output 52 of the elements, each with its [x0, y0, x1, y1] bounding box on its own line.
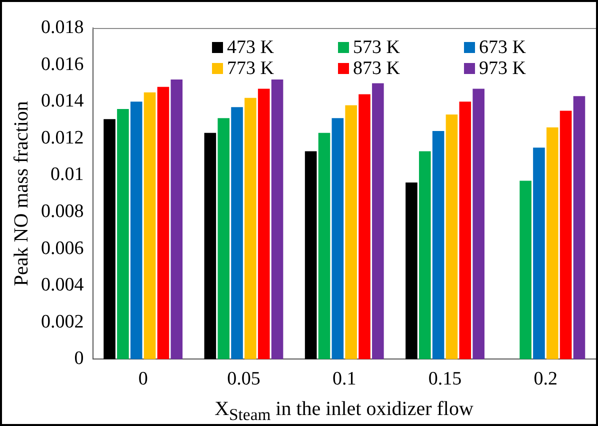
- bar: [271, 80, 284, 360]
- y-tick-label: 0.012: [41, 127, 84, 148]
- y-tick-label: 0.014: [41, 90, 84, 112]
- bar: [520, 180, 532, 360]
- x-tick-label: 0.05: [227, 368, 260, 390]
- bar: [332, 118, 344, 360]
- legend-label: 873 K: [352, 58, 401, 79]
- bar: [406, 182, 418, 360]
- y-tick-label: 0.01: [50, 164, 84, 186]
- legend-label: 673 K: [478, 37, 527, 58]
- bar: [218, 118, 230, 360]
- x-tick-label: 0.1: [332, 368, 356, 390]
- bar: [418, 151, 431, 360]
- bar: [345, 105, 357, 360]
- bar: [258, 88, 270, 360]
- bar: [432, 131, 444, 360]
- legend-label: 573 K: [352, 37, 401, 58]
- bar: [170, 80, 183, 360]
- bar: [204, 132, 216, 360]
- legend-label: 773 K: [226, 58, 275, 79]
- bar: [231, 107, 243, 360]
- x-tick-label: 0.15: [428, 368, 462, 390]
- bar: [459, 102, 472, 360]
- bar: [358, 94, 370, 360]
- y-axis-title: Peak NO mass fraction: [10, 101, 32, 286]
- y-tick-label: 0.004: [41, 274, 84, 296]
- bar: [130, 102, 142, 360]
- y-tick-label: 0.006: [41, 238, 84, 259]
- bar: [546, 127, 558, 360]
- bar: [446, 114, 458, 360]
- y-tick-label: 0.008: [41, 200, 84, 222]
- legend-label: 473 K: [226, 37, 275, 58]
- bar: [157, 86, 170, 360]
- bar: [318, 132, 330, 360]
- bar: [533, 148, 545, 360]
- x-tick-label: 0: [138, 368, 148, 390]
- legend-label: 973 K: [478, 58, 527, 79]
- y-tick-label: 0.016: [41, 54, 84, 75]
- bar: [573, 96, 586, 360]
- bar: [372, 83, 384, 360]
- bar: [560, 110, 572, 360]
- x-tick-label: 0.2: [534, 368, 558, 390]
- bar: [104, 119, 116, 360]
- bar: [244, 98, 256, 360]
- y-tick-label: 0: [74, 348, 84, 370]
- bar: [144, 92, 156, 360]
- y-tick-label: 0.002: [41, 311, 84, 332]
- y-tick-label: 0.018: [41, 16, 84, 38]
- bar: [117, 108, 129, 360]
- bar: [472, 88, 484, 360]
- x-axis-title: X$_{Steam}$ in the inlet oxidizer flow: [214, 398, 474, 425]
- bar: [304, 151, 317, 360]
